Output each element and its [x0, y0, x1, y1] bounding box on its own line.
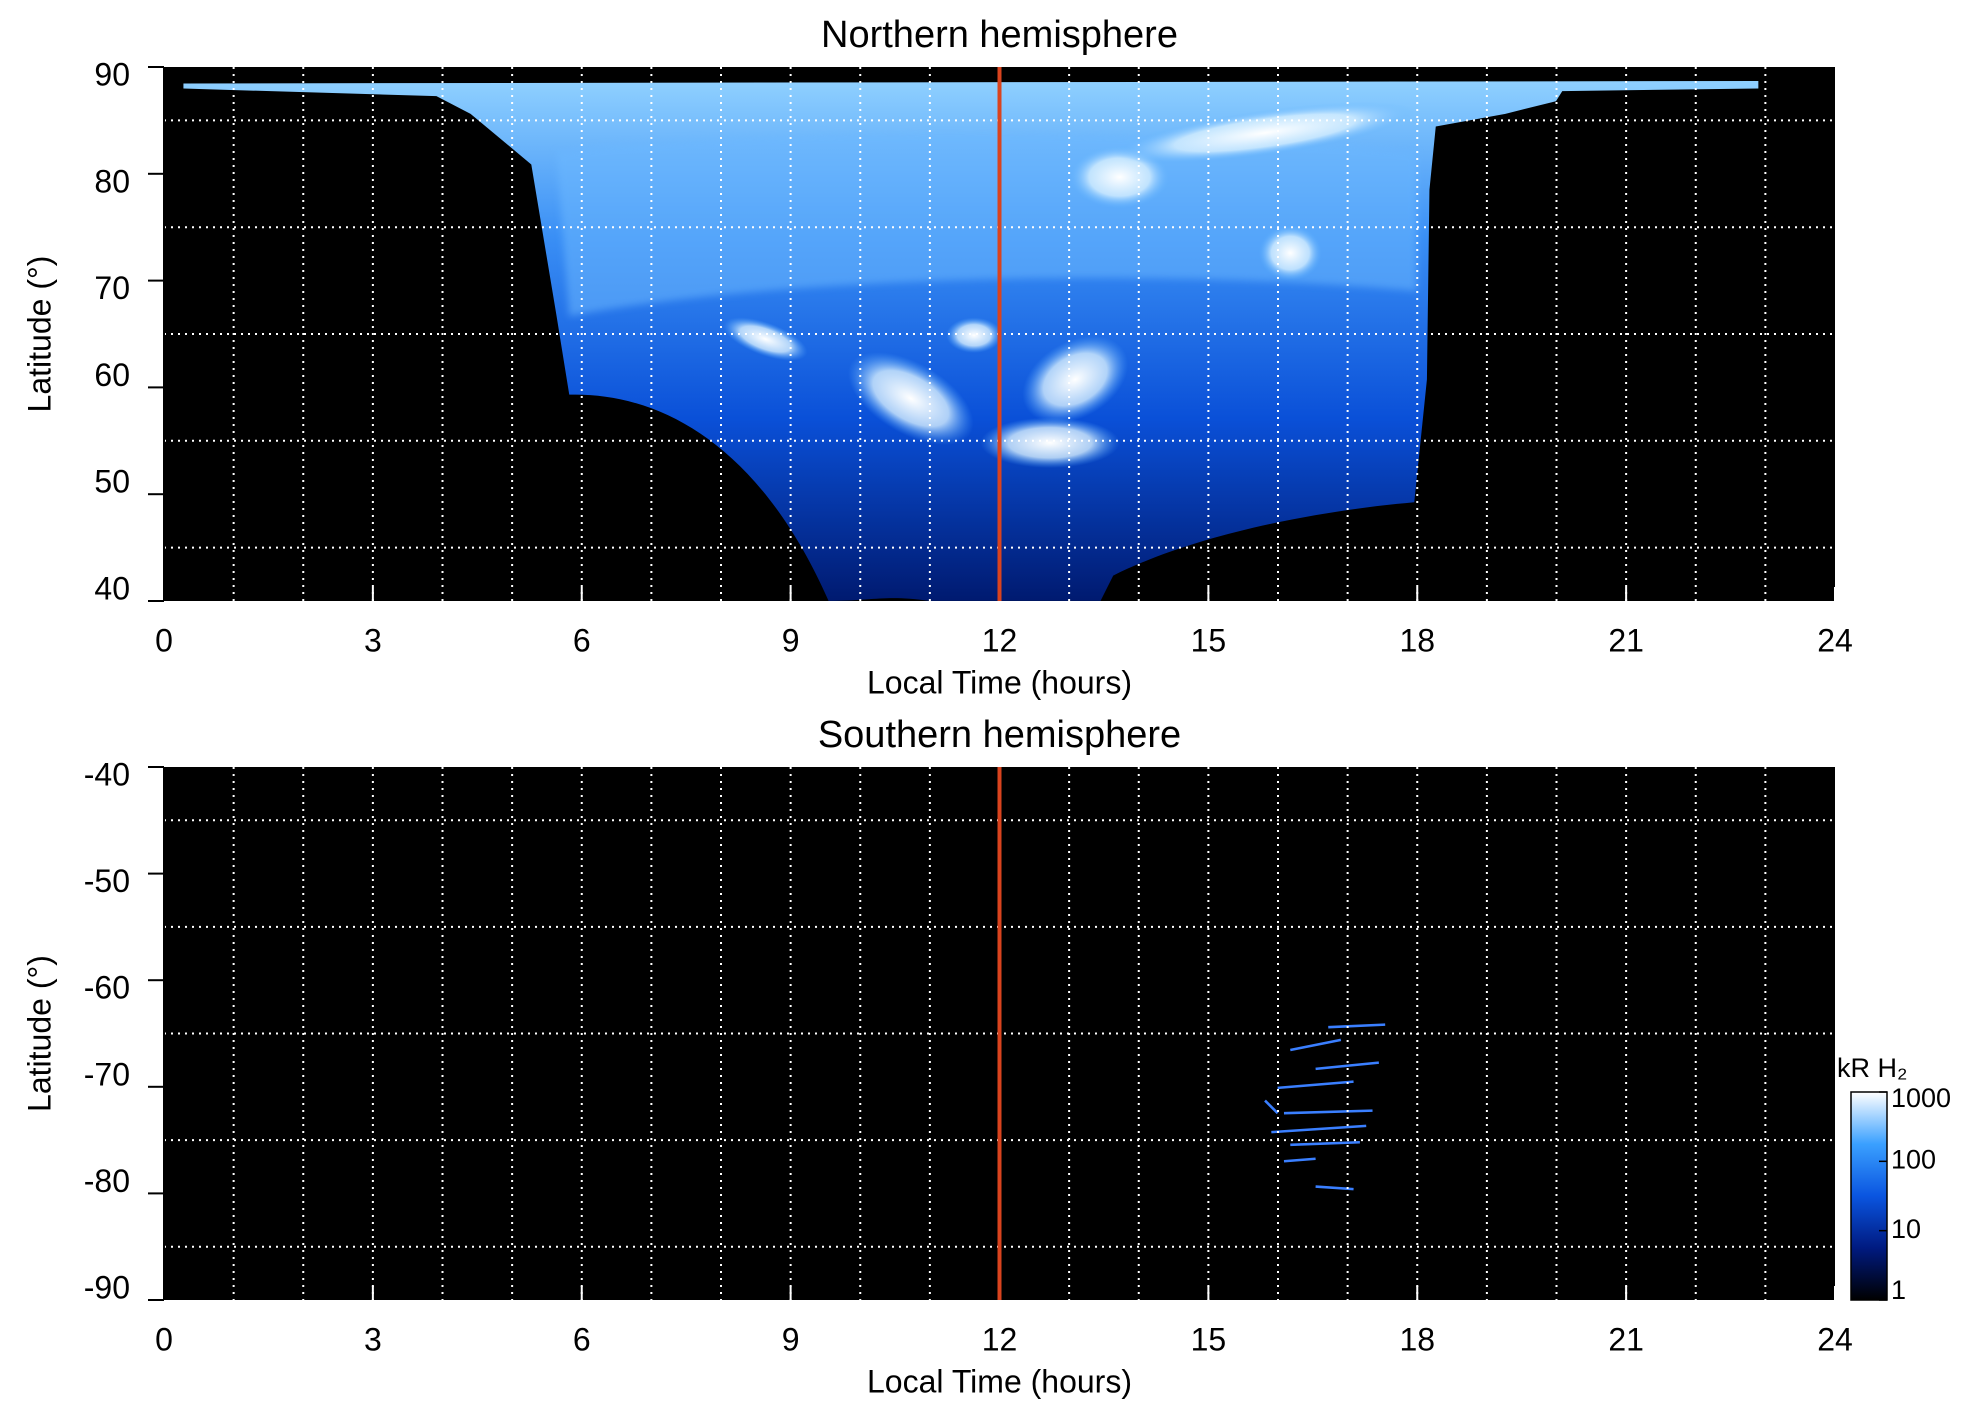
y-tick-label: 60 — [94, 357, 130, 393]
x-tick-label: 18 — [1399, 1321, 1435, 1357]
y-tick-label: -60 — [84, 970, 130, 1006]
x-tick-label: 15 — [1191, 622, 1227, 658]
colorbar — [1850, 1091, 1888, 1301]
x-tick-label: 3 — [364, 1321, 382, 1357]
colorbar-tick-label: 1 — [1891, 1275, 1906, 1305]
chart-title: Northern hemisphere — [821, 14, 1178, 56]
y-tick-label: -50 — [84, 863, 130, 899]
x-tick-label: 9 — [782, 1321, 800, 1357]
y-tick-label: 70 — [94, 270, 130, 306]
x-tick-label: 6 — [573, 622, 591, 658]
y-tick-label: -40 — [84, 756, 130, 792]
x-axis-label: Local Time (hours) — [867, 1363, 1132, 1399]
y-tick-label: 40 — [94, 570, 130, 606]
x-tick-label: 12 — [982, 622, 1018, 658]
y-axis-label: Latitude (°) — [21, 955, 57, 1112]
x-axis-label: Local Time (hours) — [867, 664, 1132, 700]
chart-title: Southern hemisphere — [818, 714, 1181, 756]
x-tick-label: 0 — [155, 1321, 173, 1357]
x-tick-label: 0 — [155, 622, 173, 658]
colorbar-tick-label: 10 — [1891, 1214, 1921, 1244]
heatmap-image — [183, 80, 1759, 1191]
x-tick-label: 24 — [1817, 622, 1853, 658]
y-tick-label: -80 — [84, 1163, 130, 1199]
y-tick-label: -70 — [84, 1056, 130, 1092]
colorbar-tick-label: 1000 — [1891, 1083, 1951, 1113]
x-tick-label: 24 — [1817, 1321, 1853, 1357]
colorbar-label: kR H₂ — [1837, 1053, 1907, 1083]
y-tick-label: 90 — [94, 56, 130, 92]
y-tick-label: 50 — [94, 464, 130, 500]
x-tick-label: 21 — [1608, 622, 1644, 658]
x-tick-label: 15 — [1191, 1321, 1227, 1357]
colorbar-tick-label: 100 — [1891, 1144, 1936, 1174]
y-axis-label: Latitude (°) — [21, 256, 57, 413]
x-tick-label: 6 — [573, 1321, 591, 1357]
x-tick-label: 21 — [1608, 1321, 1644, 1357]
y-tick-label: 80 — [94, 163, 130, 199]
x-tick-label: 12 — [982, 1321, 1018, 1357]
y-tick-label: -90 — [84, 1269, 130, 1305]
x-tick-label: 3 — [364, 622, 382, 658]
x-tick-label: 9 — [782, 622, 800, 658]
x-tick-label: 18 — [1399, 622, 1435, 658]
